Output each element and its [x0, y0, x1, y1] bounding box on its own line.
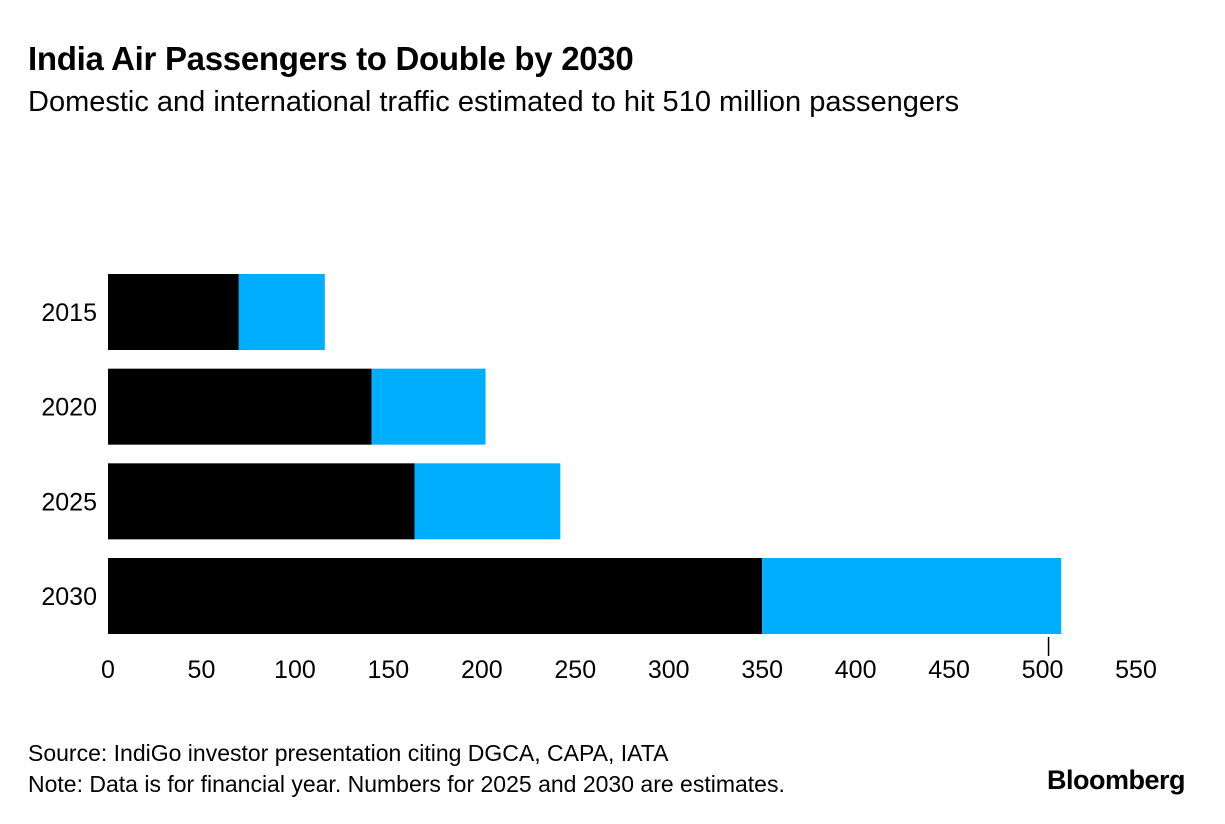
- bar-2025-segment-2: [414, 463, 561, 540]
- x-tick-label-450: 450: [928, 656, 970, 684]
- x-tick-label-500: 500: [1022, 656, 1064, 684]
- bar-2020-segment-2: [371, 368, 486, 445]
- bar-2030-segment-1: [108, 558, 763, 635]
- x-axis-ticks: 0 50 100 150 200 250 300 350 400 450 500 550: [101, 637, 1157, 684]
- data-note: Note: Data is for financial year. Number…: [28, 771, 785, 797]
- category-label-2030: 2030: [41, 583, 97, 611]
- bars-group: [108, 274, 1062, 635]
- bar-2025-segment-1: [108, 463, 415, 540]
- source-note: Source: IndiGo investor presentation cit…: [28, 740, 669, 766]
- x-tick-label-400: 400: [835, 656, 877, 684]
- x-tick-label-250: 250: [554, 656, 596, 684]
- x-tick-label-200: 200: [461, 656, 503, 684]
- category-label-2015: 2015: [41, 299, 97, 327]
- x-tick-label-150: 150: [368, 656, 410, 684]
- bar-2030-segment-2: [762, 558, 1062, 635]
- chart-title: India Air Passengers to Double by 2030: [28, 40, 634, 77]
- x-tick-label-100: 100: [274, 656, 316, 684]
- x-tick-label-350: 350: [741, 656, 783, 684]
- category-labels: 2015 2020 2025 2030: [41, 299, 97, 611]
- category-label-2025: 2025: [41, 488, 97, 516]
- x-tick-label-550: 550: [1115, 656, 1157, 684]
- x-tick-label-0: 0: [101, 656, 115, 684]
- bar-2015-segment-1: [108, 274, 239, 350]
- x-tick-label-50: 50: [188, 656, 216, 684]
- bloomberg-logo: Bloomberg: [1046, 765, 1186, 795]
- x-tick-label-300: 300: [648, 656, 690, 684]
- chart-subtitle: Domestic and international traffic estim…: [28, 86, 960, 118]
- category-label-2020: 2020: [41, 394, 97, 422]
- bar-2015-segment-2: [238, 274, 325, 350]
- bar-2020-segment-1: [108, 368, 372, 445]
